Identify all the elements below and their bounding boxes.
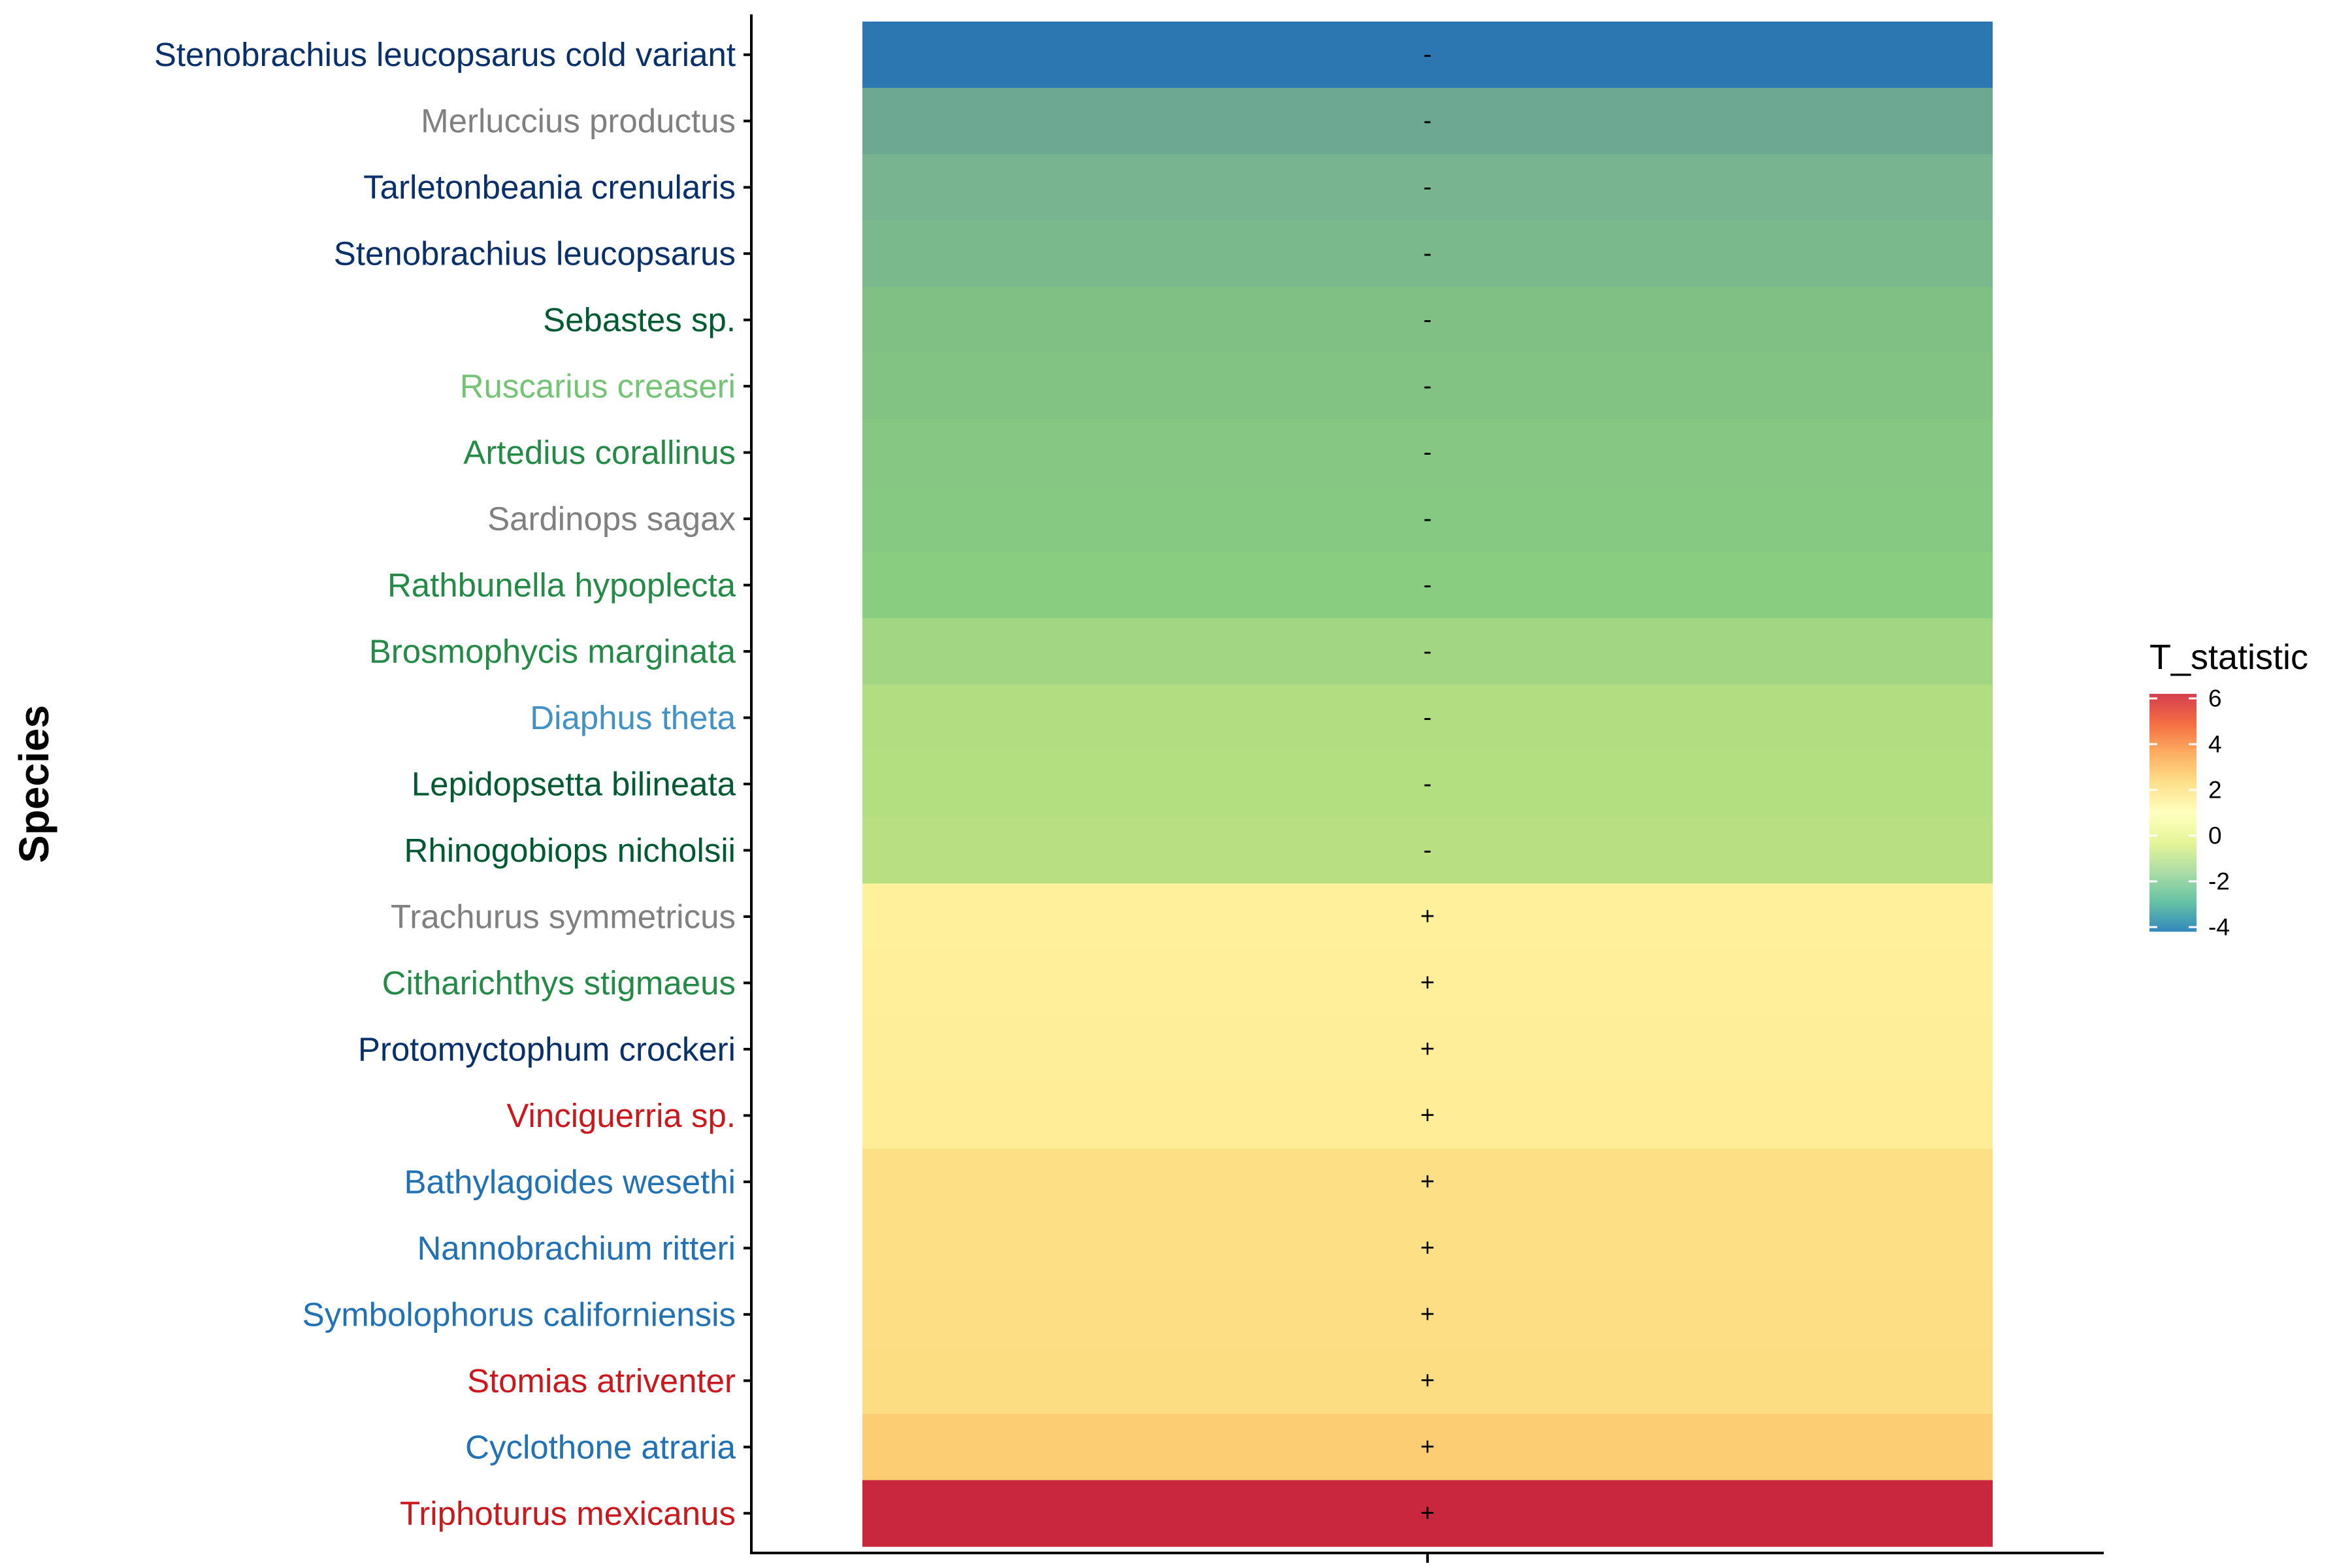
- heatmap-cell-protomyctophum-crockeri: [862, 1016, 1993, 1083]
- cell-sign-bathylagoides-wesethi: +: [1420, 1168, 1435, 1196]
- heatmap-cells: [862, 22, 1993, 1547]
- cell-sign-symbolophorus-californiensis: +: [1420, 1301, 1435, 1328]
- legend-colorbar: [2149, 694, 2197, 932]
- cell-sign-vinciguerria-sp: +: [1420, 1102, 1435, 1129]
- cell-sign-diaphus-theta: -: [1424, 704, 1432, 732]
- cell-sign-citharichthys-stigmaeus: +: [1420, 969, 1435, 996]
- species-label-protomyctophum-crockeri: Protomyctophum crockeri: [358, 1030, 736, 1068]
- cell-sign-cyclothone-atraria: +: [1420, 1433, 1435, 1461]
- cell-sign-stenobrachius-leucopsarus-cold-variant: -: [1424, 41, 1432, 69]
- heatmap-cell-artedius-corallinus: [862, 419, 1993, 486]
- legend-title: T_statistic: [2149, 638, 2308, 677]
- legend-ticks: 6 4 2 0 -2 -4: [2149, 685, 2230, 941]
- heatmap-cell-stenobrachius-leucopsarus: [862, 220, 1993, 287]
- y-axis-tick-labels: Stenobrachius leucopsarus cold variant Me…: [154, 36, 736, 1532]
- species-label-citharichthys-stigmaeus: Citharichthys stigmaeus: [382, 964, 736, 1002]
- heatmap-cell-symbolophorus-californiensis: [862, 1281, 1993, 1348]
- cell-sign-nannobrachium-ritteri: +: [1420, 1234, 1435, 1262]
- species-label-bathylagoides-wesethi: Bathylagoides wesethi: [404, 1163, 736, 1200]
- species-label-rathbunella-hypoplecta: Rathbunella hypoplecta: [387, 566, 736, 604]
- heatmap-cell-rhinogobiops-nicholsii: [862, 817, 1993, 884]
- cell-sign-stenobrachius-leucopsarus: -: [1424, 240, 1432, 267]
- heatmap-cell-bathylagoides-wesethi: [862, 1149, 1993, 1216]
- species-label-stomias-atriventer: Stomias atriventer: [467, 1362, 736, 1399]
- cell-sign-tarletonbeania-crenularis: -: [1424, 174, 1432, 201]
- cell-sign-triphoturus-mexicanus: +: [1420, 1499, 1435, 1527]
- cell-sign-rhinogobiops-nicholsii: -: [1424, 836, 1432, 864]
- heatmap-cell-brosmophycis-marginata: [862, 618, 1993, 685]
- y-axis-ticks: [743, 53, 751, 1515]
- cell-sign-trachurus-symmetricus: +: [1420, 903, 1435, 930]
- cell-sign-sebastes-sp: -: [1424, 306, 1432, 334]
- heatmap-cell-vinciguerria-sp: [862, 1082, 1993, 1149]
- heatmap-cell-diaphus-theta: [862, 684, 1993, 751]
- cell-sign-ruscarius-creaseri: -: [1424, 372, 1432, 400]
- cell-sign-protomyctophum-crockeri: +: [1420, 1036, 1435, 1063]
- heatmap-cell-trachurus-symmetricus: [862, 883, 1993, 951]
- species-label-cyclothone-atraria: Cyclothone atraria: [465, 1428, 736, 1465]
- species-label-brosmophycis-marginata: Brosmophycis marginata: [369, 633, 736, 670]
- cell-sign-sardinops-sagax: -: [1424, 505, 1432, 532]
- species-label-vinciguerria-sp: Vinciguerria sp.: [506, 1097, 736, 1134]
- legend-tick-label: -2: [2208, 868, 2230, 895]
- species-label-rhinogobiops-nicholsii: Rhinogobiops nicholsii: [404, 832, 736, 869]
- heatmap-cell-triphoturus-mexicanus: [862, 1480, 1993, 1547]
- heatmap-cell-ruscarius-creaseri: [862, 353, 1993, 420]
- species-label-stenobrachius-leucopsarus-cold-variant: Stenobrachius leucopsarus cold variant: [154, 36, 736, 73]
- heatmap-cell-stenobrachius-leucopsarus-cold-variant: [862, 22, 1993, 89]
- cell-sign-stomias-atriventer: +: [1420, 1367, 1435, 1394]
- heatmap-cell-lepidopsetta-bilineata: [862, 751, 1993, 818]
- heatmap-cell-rathbunella-hypoplecta: [862, 551, 1993, 619]
- heatmap-cell-tarletonbeania-crenularis: [862, 154, 1993, 221]
- legend: T_statistic 6 4 2 0 -2 -4: [2149, 638, 2308, 941]
- species-label-nannobrachium-ritteri: Nannobrachium ritteri: [417, 1230, 736, 1267]
- species-label-merluccius-productus: Merluccius productus: [421, 103, 736, 140]
- species-label-trachurus-symmetricus: Trachurus symmetricus: [391, 898, 736, 935]
- legend-tick-label: 2: [2208, 777, 2222, 804]
- legend-tick-label: 6: [2208, 685, 2222, 712]
- species-label-tarletonbeania-crenularis: Tarletonbeania crenularis: [363, 169, 736, 206]
- cell-sign-brosmophycis-marginata: -: [1424, 638, 1432, 665]
- heatmap-cell-citharichthys-stigmaeus: [862, 949, 1993, 1017]
- heatmap-cell-nannobrachium-ritteri: [862, 1215, 1993, 1282]
- species-label-stenobrachius-leucopsarus: Stenobrachius leucopsarus: [334, 235, 736, 272]
- species-label-sebastes-sp: Sebastes sp.: [543, 301, 736, 338]
- heatmap-cell-cyclothone-atraria: [862, 1414, 1993, 1481]
- species-label-triphoturus-mexicanus: Triphoturus mexicanus: [400, 1495, 736, 1532]
- species-label-artedius-corallinus: Artedius corallinus: [463, 434, 736, 471]
- heatmap-cell-sardinops-sagax: [862, 485, 1993, 553]
- legend-tick-label: 4: [2208, 731, 2222, 758]
- cell-sign-merluccius-productus: -: [1424, 107, 1432, 135]
- species-label-lepidopsetta-bilineata: Lepidopsetta bilineata: [412, 766, 736, 803]
- legend-tick-label: -4: [2208, 914, 2230, 941]
- legend-tick-label: 0: [2208, 823, 2222, 849]
- heatmap-cell-stomias-atriventer: [862, 1347, 1993, 1414]
- cell-sign-lepidopsetta-bilineata: -: [1424, 770, 1432, 798]
- species-label-sardinops-sagax: Sardinops sagax: [487, 500, 736, 538]
- heatmap-cell-sebastes-sp: [862, 286, 1993, 353]
- species-label-diaphus-theta: Diaphus theta: [530, 699, 736, 736]
- cell-sign-artedius-corallinus: -: [1424, 439, 1432, 466]
- heatmap-cell-merluccius-productus: [862, 88, 1993, 155]
- cell-sign-rathbunella-hypoplecta: -: [1424, 572, 1432, 599]
- cell-sign-labels: - - - - - - - - - - - - - + + + + + + + + + +: [1420, 41, 1435, 1527]
- y-axis-title: Species: [10, 705, 57, 863]
- species-label-ruscarius-creaseri: Ruscarius creaseri: [460, 368, 736, 405]
- species-label-symbolophorus-californiensis: Symbolophorus californiensis: [302, 1296, 736, 1333]
